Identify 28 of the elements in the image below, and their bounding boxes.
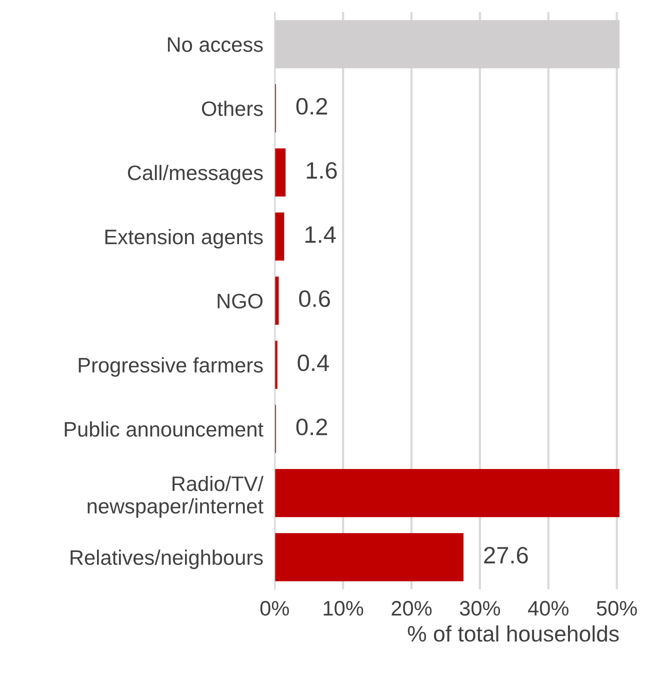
x-tick-label: 50% bbox=[596, 600, 637, 616]
data-label: 0.2 bbox=[296, 98, 328, 115]
data-label: 0.2 bbox=[296, 418, 328, 436]
bar bbox=[274, 340, 278, 389]
y-tick-label: Call/messages bbox=[128, 164, 263, 184]
y-tick-label: Public announcement bbox=[64, 421, 264, 437]
bar bbox=[274, 148, 286, 197]
bar bbox=[274, 533, 464, 582]
x-axis-title: % of total households bbox=[408, 625, 619, 642]
x-tick-label: 0% bbox=[260, 600, 289, 616]
y-tick-label: NGO bbox=[218, 294, 263, 308]
y-tick-label: Extension agents bbox=[105, 229, 263, 248]
x-tick-label: 30% bbox=[460, 600, 500, 616]
y-tick-label: Progressive farmers bbox=[78, 357, 263, 377]
y-tick-label: Relatives/neighbours bbox=[70, 550, 263, 570]
data-label: 27.6 bbox=[484, 546, 528, 564]
data-label: 0.4 bbox=[298, 354, 329, 372]
y-tick-label: Others bbox=[202, 100, 263, 116]
y-tick-label: No access bbox=[168, 37, 263, 52]
x-tick-label: 40% bbox=[528, 600, 568, 616]
bar bbox=[274, 469, 620, 518]
data-label: 0.6 bbox=[299, 290, 330, 308]
x-tick-label: 10% bbox=[324, 600, 364, 616]
y-tick-label: Radio/TV/ newspaper/internet bbox=[88, 476, 264, 518]
data-label: 1.4 bbox=[305, 226, 336, 243]
x-tick-label: 20% bbox=[392, 600, 432, 616]
data-label: 1.6 bbox=[306, 162, 337, 179]
bar bbox=[274, 212, 284, 261]
